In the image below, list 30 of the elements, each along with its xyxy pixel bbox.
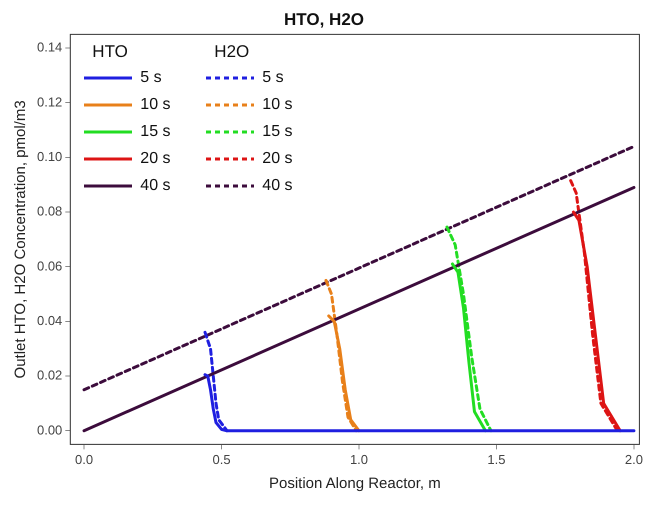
- legend-label: 5 s: [140, 69, 163, 88]
- x-tick-label: 1.0: [350, 452, 368, 467]
- legend-label: 15 s: [140, 123, 172, 142]
- y-tick-label: 0.06: [36, 258, 62, 274]
- y-axis-title: Outlet HTO, H2O Concentration, pmol/m3: [12, 100, 30, 378]
- y-tick-label: 0.12: [36, 94, 62, 110]
- y-tick-label: 0.14: [36, 40, 62, 55]
- legend-label: 5 s: [262, 69, 285, 88]
- y-tick-label: 0.10: [36, 148, 62, 164]
- line-series: [445, 226, 492, 432]
- y-tick-label: 0.08: [36, 204, 62, 219]
- legend-label: 20 s: [140, 150, 172, 168]
- annotation: HTO: [91, 42, 129, 62]
- legend-label: 20 s: [262, 150, 294, 168]
- x-axis-title: Position Along Reactor, m: [268, 475, 441, 492]
- x-tick-label: 1.5: [487, 452, 506, 467]
- y-tick-label: 0.02: [36, 368, 62, 383]
- legend-label: 40 s: [140, 177, 172, 196]
- x-tick-label: 2.0: [624, 452, 643, 467]
- y-tick-label: 0.04: [36, 312, 62, 328]
- chart-title: HTO, H2O: [284, 10, 364, 29]
- line-series: [324, 278, 358, 432]
- legend-label: 10 s: [140, 96, 172, 114]
- legend-label: 40 s: [262, 177, 294, 196]
- x-tick-label: 0.5: [212, 452, 231, 467]
- legend-label: 10 s: [262, 96, 294, 114]
- x-tick-label: 0.0: [75, 452, 94, 467]
- legend-label: 15 s: [262, 123, 294, 142]
- y-tick-label: 0.00: [36, 422, 62, 438]
- annotation: H2O: [213, 42, 250, 62]
